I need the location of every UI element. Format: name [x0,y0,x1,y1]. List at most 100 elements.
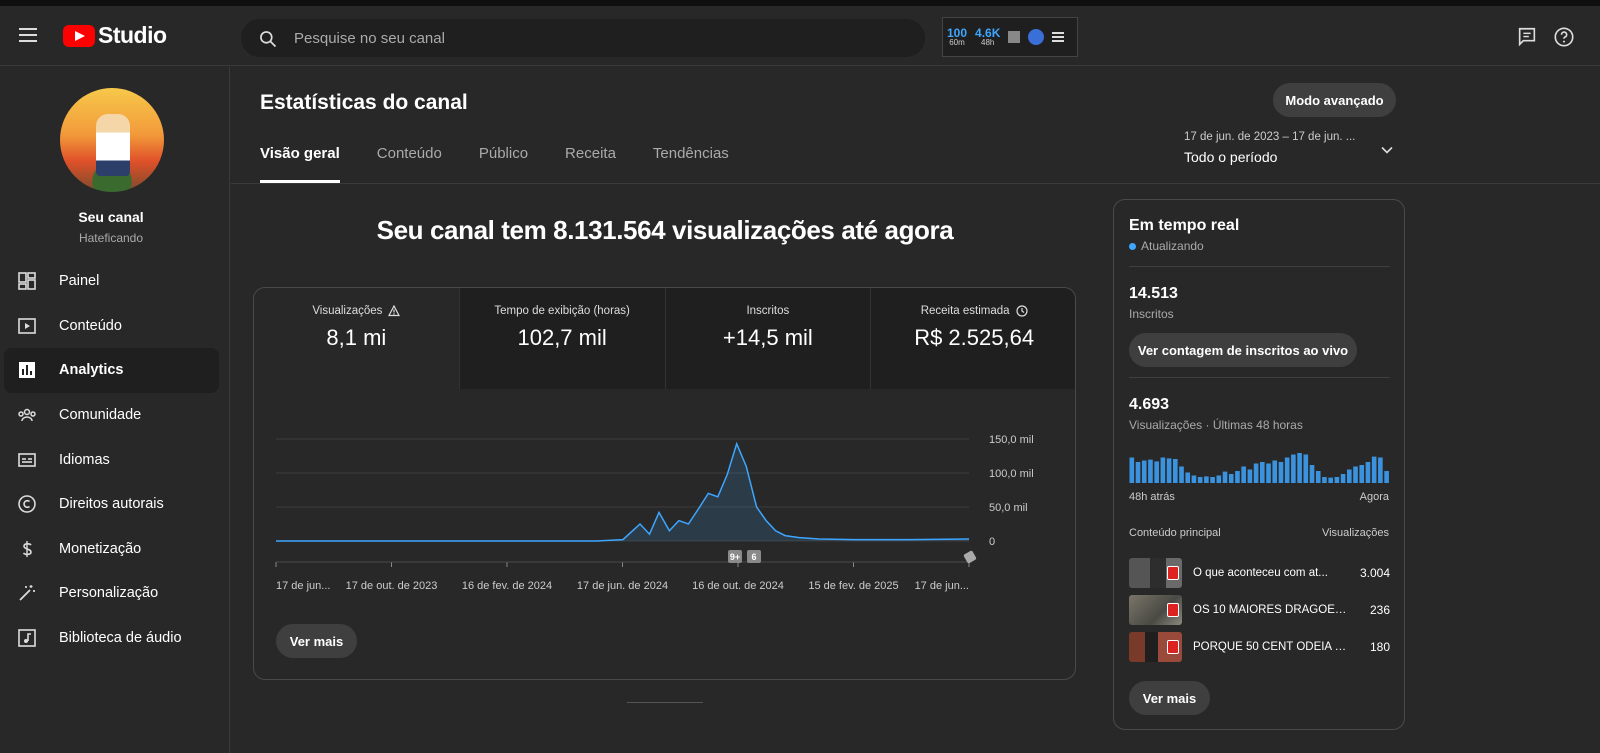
extension-stat2-value: 4.6K [975,26,1001,40]
channel-views-headline: Seu canal tem 8.131.564 visualizações at… [376,215,954,245]
realtime-bar [1228,474,1234,483]
stats-card: Visualizações 8,1 mi Tempo de exibição (… [253,287,1076,680]
y-tick-label: 150,0 mil [989,434,1034,446]
sidebar-item-label: Conteúdo [59,317,122,334]
series-line [276,441,970,542]
views-chart[interactable]: 150,0 mil 100,0 mil 50,0 mil 0 17 de jun... 1… [254,389,1076,609]
realtime-axis-left: 48h atrás [1129,491,1175,503]
tab-tendencias[interactable]: Tendências [652,145,729,162]
realtime-bar [1384,471,1389,483]
metric-subscribers[interactable]: Inscritos +14,5 mil [665,288,872,389]
realtime-bar [1378,457,1383,483]
realtime-bar [1297,453,1302,483]
tabs: Visão geral Conteúdo Público Receita Ten… [260,145,766,183]
subscribers-label: Inscritos [1129,307,1174,321]
window-top-strip [0,0,1600,6]
bar-chart-icon[interactable] [1008,31,1021,43]
content-icon [16,315,38,337]
tab-visao-geral[interactable]: Visão geral [260,145,340,183]
clock-icon [1015,305,1028,317]
search-input[interactable] [294,20,894,56]
realtime-bar [1241,466,1246,483]
realtime-bar [1135,462,1141,483]
x-tick-label: 17 de jun. de 2024 [577,580,668,592]
sidebar-item-biblioteca-de-audio[interactable]: Biblioteca de áudio [4,616,219,661]
x-tick-label: 17 de jun... [276,580,330,592]
sidebar-item-comunidade[interactable]: Comunidade [4,393,219,438]
video-thumbnail [1129,558,1182,588]
extension-logo-icon[interactable] [1028,29,1045,45]
sidebar-item-direitos-autorais[interactable]: Direitos autorais [4,482,219,527]
video-views: 180 [1369,640,1390,654]
date-range-text: 17 de jun. de 2023 – 17 de jun. ... [1184,131,1356,143]
date-range-selector[interactable]: 17 de jun. de 2023 – 17 de jun. ... Todo… [1184,131,1394,165]
metric-views[interactable]: Visualizações 8,1 mi [254,288,460,389]
realtime-bar [1197,477,1203,483]
metric-tabs: Visualizações 8,1 mi Tempo de exibição (… [254,288,1075,389]
extension-widget[interactable]: 100 60m 4.6K 48h [942,17,1078,57]
video-title: O que aconteceu com at... [1193,567,1328,579]
feedback-icon[interactable] [1516,26,1538,48]
realtime-bar [1222,471,1228,483]
header: Studio 100 60m 4.6K 48h [0,6,1600,66]
sidebar-item-monetizacao[interactable]: Monetização [4,527,219,572]
see-more-button[interactable]: Ver mais [276,624,357,658]
metric-value: 8,1 mi [326,325,387,350]
realtime-bar [1272,460,1278,483]
top-content-row[interactable]: OS 10 MAIORES DRAGÕES... 236 [1129,594,1390,626]
menu-icon[interactable] [16,24,40,48]
sidebar-item-conteudo[interactable]: Conteúdo [4,304,219,349]
realtime-bar [1334,477,1340,483]
advanced-mode-button[interactable]: Modo avançado [1273,83,1396,117]
extension-menu-icon[interactable] [1052,30,1065,44]
live-dot-icon [1129,242,1136,250]
realtime-bar [1185,472,1191,483]
realtime-bar [1309,465,1315,483]
x-tick-label: 15 de fev. de 2025 [808,580,898,592]
community-icon [16,404,38,426]
tab-publico[interactable]: Público [478,145,529,162]
shorts-marker-icon [963,550,977,564]
metric-label: Receita estimada [920,305,1010,317]
realtime-bar-chart[interactable] [1129,449,1390,483]
x-tick-label: 16 de out. de 2024 [692,580,784,592]
sidebar-item-idiomas[interactable]: Idiomas [4,437,219,482]
sidebar-item-label: Analytics [59,362,124,379]
chart-marker [747,550,761,563]
realtime-bar [1210,477,1215,483]
shorts-icon [1167,640,1179,654]
dashboard-icon [16,270,38,292]
youtube-studio-logo[interactable]: Studio [63,22,167,49]
tab-conteudo[interactable]: Conteúdo [376,145,442,162]
sidebar-item-personalizacao[interactable]: Personalização [4,571,219,616]
realtime-status-text: Atualizando [1141,239,1204,253]
series-area [276,443,969,541]
realtime-bar [1160,457,1166,483]
search-icon [260,31,277,48]
magic-wand-icon [16,582,38,604]
video-title: OS 10 MAIORES DRAGÕES... [1193,604,1349,616]
metric-revenue[interactable]: Receita estimada R$ 2.525,64 [871,288,1075,389]
audio-library-icon [16,627,38,649]
metric-watch-time[interactable]: Tempo de exibição (horas) 102,7 mil [459,288,666,389]
top-content-row[interactable]: O que aconteceu com at... 3.004 [1129,557,1390,589]
live-subscriber-count-button[interactable]: Ver contagem de inscritos ao vivo [1129,333,1357,367]
shorts-icon [1167,603,1179,617]
subtitles-icon [16,449,38,471]
avatar[interactable] [60,88,164,192]
top-content-views-header: Visualizações [1321,527,1389,539]
realtime-see-more-button[interactable]: Ver mais [1129,681,1210,715]
tab-receita[interactable]: Receita [565,145,616,162]
chart-marker [728,550,742,563]
metric-label: Inscritos [746,305,790,317]
sidebar-item-analytics[interactable]: Analytics [4,348,219,393]
sidebar-item-painel[interactable]: Painel [4,259,219,304]
warning-icon [388,305,401,317]
channel-handle: Hateficando [78,231,144,245]
search-bar[interactable] [241,19,925,57]
help-icon[interactable] [1553,26,1575,48]
realtime-bar [1353,466,1358,483]
period-label: Todo o período [1184,149,1278,165]
top-content-row[interactable]: PORQUE 50 CENT ODEIA O... 180 [1129,631,1390,663]
chart-marker-label: 6 [751,552,756,562]
